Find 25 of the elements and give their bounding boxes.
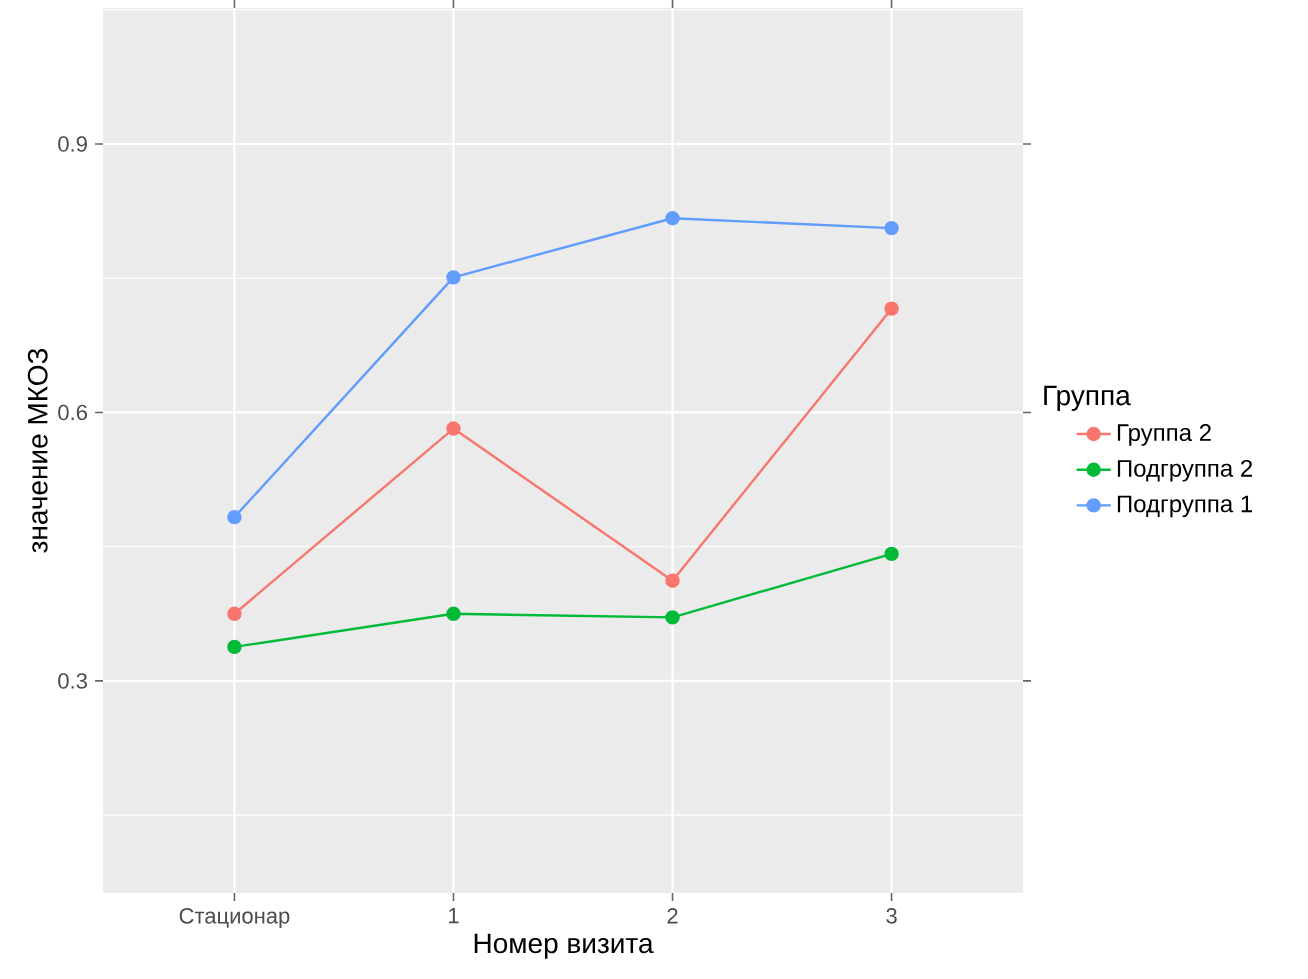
y-axis-title: значение МКОЗ bbox=[27, 348, 48, 553]
point bbox=[446, 606, 461, 621]
x-tick-label: 2 bbox=[667, 908, 678, 924]
point bbox=[884, 301, 899, 316]
point bbox=[665, 211, 680, 226]
point bbox=[227, 509, 242, 525]
legend-label: Группа 2 bbox=[1117, 424, 1211, 446]
y-tick-label: 0.3 bbox=[58, 673, 87, 689]
point bbox=[227, 639, 242, 655]
point bbox=[665, 573, 680, 588]
legend-title: Группа bbox=[1044, 385, 1131, 411]
x-axis-title: Номер визита bbox=[474, 933, 654, 959]
y-tick-label: 0.9 bbox=[58, 136, 87, 152]
x-tick-label: Стационар bbox=[179, 908, 290, 928]
point bbox=[446, 421, 461, 436]
point bbox=[446, 270, 461, 285]
x-tick-label: 1 bbox=[449, 908, 459, 924]
legend-label: Подгруппа 1 bbox=[1117, 495, 1253, 518]
point bbox=[227, 606, 242, 621]
point bbox=[884, 220, 899, 236]
legend-label: Подгруппа 2 bbox=[1117, 459, 1252, 482]
point bbox=[884, 546, 899, 562]
y-tick-label: 0.6 bbox=[58, 404, 87, 421]
x-tick-label: 3 bbox=[886, 908, 897, 924]
point bbox=[665, 610, 680, 625]
